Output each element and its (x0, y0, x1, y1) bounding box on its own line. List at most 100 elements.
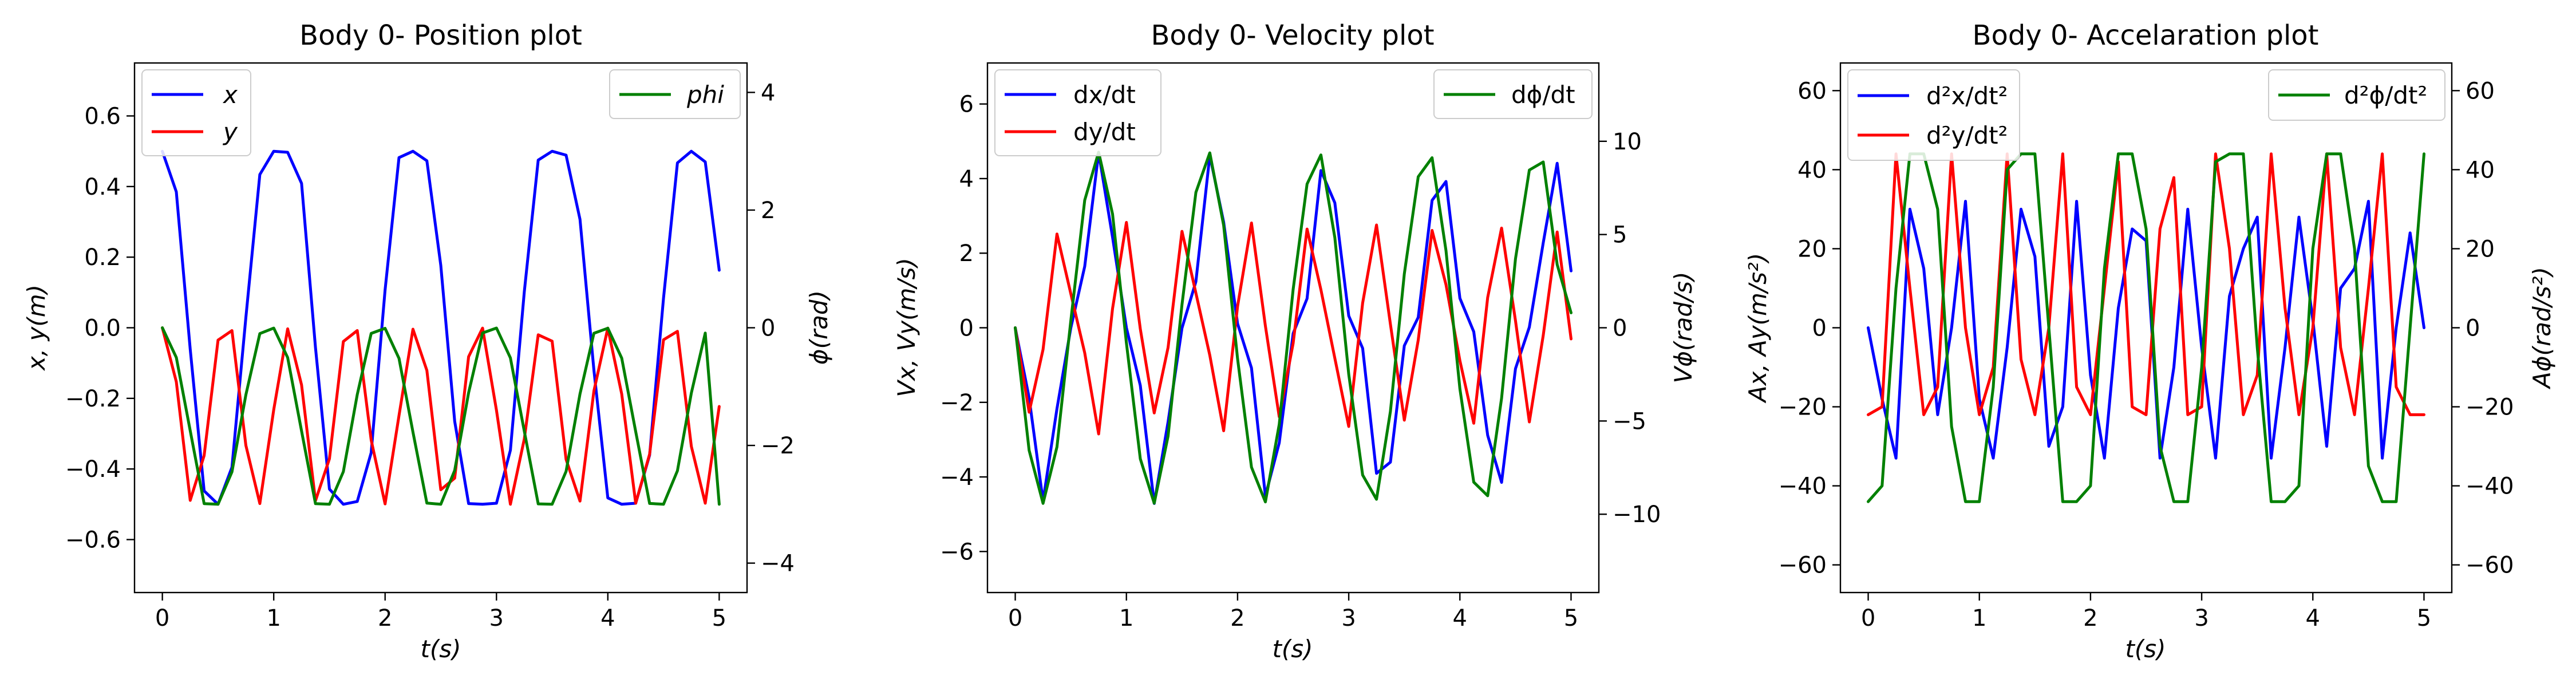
x-axis-ticks: 0 1 2 3 4 5 (1861, 593, 2431, 631)
x-tick-label: 5 (712, 605, 726, 631)
chart-title: Body 0- Velocity plot (1151, 19, 1434, 52)
plot-series-group (1867, 152, 2425, 503)
y-axis-right-ticks: −4 −2 0 2 4 (747, 80, 795, 577)
x-tick-label: 1 (1972, 605, 1986, 631)
x-axis-label: t(s) (2125, 635, 2166, 663)
y-tick-label: −60 (1779, 552, 1827, 579)
x-tick-label: 3 (489, 605, 504, 631)
y-axis-label: Ax, Ay(m/s²) (1744, 253, 1772, 404)
x-tick-label: 1 (266, 605, 280, 631)
legend-frame (1433, 69, 1593, 119)
series-line-phi (161, 326, 721, 506)
x-tick-label: 5 (1564, 605, 1578, 631)
y-right-tick-label: 4 (761, 80, 775, 106)
y-axis-label: x, y(m) (22, 285, 50, 372)
y-right-tick-label: 0 (2466, 315, 2480, 342)
x-tick-label: 0 (1861, 605, 1875, 631)
legend-entry-phi: phi (686, 81, 724, 109)
y-tick-label: 2 (959, 240, 974, 267)
legend-entry-dydt: dy/dt (1073, 118, 1136, 146)
y-tick-label: 4 (959, 166, 974, 192)
y-right-tick-label: 2 (761, 198, 775, 224)
legend-entry-dphidt: dϕ/dt (1511, 81, 1575, 109)
legend-frame (609, 69, 741, 119)
y-tick-label: 0 (959, 315, 974, 342)
y-axis-right-label: Aϕ(rad/s²) (2528, 267, 2556, 390)
y-axis-label: Vx, Vy(m/s) (892, 258, 920, 397)
y-tick-label: 0.2 (84, 244, 121, 271)
x-tick-label: 2 (1230, 605, 1244, 631)
legend-entry-x: x (222, 81, 238, 109)
series-line-dy/dt (1014, 221, 1573, 436)
x-tick-label: 4 (1453, 605, 1467, 631)
x-axis-label: t(s) (420, 635, 461, 663)
x-tick-label: 2 (2083, 605, 2097, 631)
y-axis-right-label: ϕ(rad) (805, 290, 833, 365)
y-tick-label: 6 (959, 92, 974, 118)
y-tick-label: −0.2 (65, 386, 121, 412)
plot-series-group (1014, 151, 1573, 505)
y-right-tick-label: −20 (2466, 394, 2514, 421)
legend-frame (2268, 69, 2445, 121)
x-tick-label: 0 (155, 605, 169, 631)
legend-entry-d2ydt2: d²y/dt² (1926, 121, 2008, 149)
y-axis-ticks: −6 −4 −2 0 2 4 6 (940, 92, 987, 565)
legend-frame (1847, 69, 2020, 161)
y-right-tick-label: −40 (2466, 473, 2514, 500)
y-right-tick-label: −60 (2466, 552, 2514, 579)
legend-entry-dxdt: dx/dt (1073, 81, 1136, 109)
y-right-tick-label: 10 (1613, 129, 1642, 155)
x-tick-label: 3 (2194, 605, 2208, 631)
legend-right: d²ϕ/dt² (2268, 69, 2445, 121)
y-tick-label: −4 (940, 464, 974, 491)
y-tick-label: −40 (1779, 473, 1827, 500)
y-right-tick-label: −4 (761, 551, 795, 577)
y-tick-label: −2 (940, 390, 974, 416)
y-right-tick-label: 0 (1613, 315, 1627, 342)
plot-series-group (161, 149, 721, 506)
x-tick-label: 4 (600, 605, 615, 631)
series-line-d²y/dt² (1867, 152, 2425, 416)
series-line-x (161, 149, 721, 506)
chart-title: Body 0- Position plot (299, 19, 582, 52)
x-tick-label: 2 (378, 605, 392, 631)
y-tick-label: 0 (1812, 315, 1827, 342)
y-tick-label: 0.4 (84, 174, 121, 200)
legend-entry-d2xdt2: d²x/dt² (1926, 82, 2008, 110)
y-tick-label: 0.0 (84, 315, 121, 342)
y-tick-label: 0.6 (84, 104, 121, 130)
y-right-tick-label: −10 (1613, 502, 1661, 528)
series-line-dϕ/dt (1014, 151, 1573, 505)
legend-entry-y: y (222, 118, 238, 146)
y-right-tick-label: 20 (2466, 236, 2495, 262)
y-tick-label: −0.4 (65, 456, 121, 483)
y-axis-right-label: Vϕ(rad/s) (1669, 272, 1697, 384)
y-axis-ticks: −60 −40 −20 0 20 40 60 (1779, 78, 1840, 579)
x-axis-ticks: 0 1 2 3 4 5 (155, 593, 726, 631)
y-tick-label: −6 (940, 539, 974, 565)
y-right-tick-label: 60 (2466, 78, 2495, 104)
series-line-y (161, 326, 721, 506)
x-tick-label: 4 (2306, 605, 2320, 631)
legend-right: dϕ/dt (1433, 69, 1593, 119)
series-line-d²ϕ/dt² (1867, 152, 2425, 503)
legend-left: d²x/dt² d²y/dt² (1847, 69, 2020, 161)
y-axis-right-ticks: −10 −5 0 5 10 (1599, 129, 1661, 528)
y-axis-ticks: −0.6 −0.4 −0.2 0.0 0.2 0.4 0.6 (65, 104, 135, 554)
y-right-tick-label: 5 (1613, 222, 1627, 248)
legend-left: dx/dt dy/dt (994, 69, 1161, 156)
x-axis-ticks: 0 1 2 3 4 5 (1008, 593, 1578, 631)
legend-left: x y (141, 69, 251, 156)
y-axis-right-ticks: −60 −40 −20 0 20 40 60 (2452, 78, 2514, 579)
x-tick-label: 5 (2417, 605, 2431, 631)
series-line-dx/dt (1014, 151, 1573, 505)
y-right-tick-label: 0 (761, 315, 775, 342)
legend-frame (141, 69, 251, 156)
y-right-tick-label: 40 (2466, 157, 2495, 183)
x-axis-label: t(s) (1272, 635, 1313, 663)
x-tick-label: 1 (1119, 605, 1133, 631)
